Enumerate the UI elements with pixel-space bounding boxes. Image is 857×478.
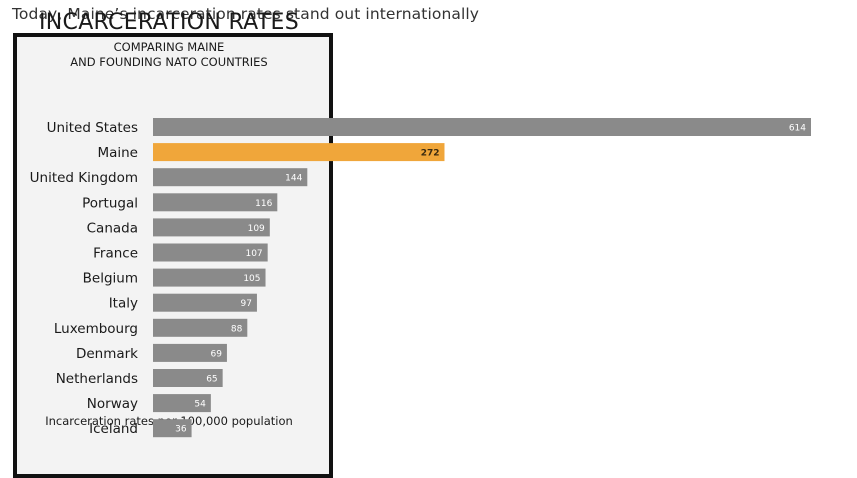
bar-denmark xyxy=(153,343,227,362)
category-label-luxembourg: Luxembourg xyxy=(54,321,138,337)
category-label-iceland: Iceland xyxy=(89,421,138,437)
value-label-france: 107 xyxy=(245,249,262,259)
value-label-united-kingdom: 144 xyxy=(285,174,302,184)
value-label-denmark: 69 xyxy=(210,349,222,359)
bar-norway xyxy=(153,394,211,413)
category-label-france: France xyxy=(93,246,138,262)
category-label-belgium: Belgium xyxy=(83,271,138,287)
value-label-canada: 109 xyxy=(248,224,265,234)
bar-portugal xyxy=(153,193,278,212)
category-label-portugal: Portugal xyxy=(82,195,138,211)
bar-belgium xyxy=(153,268,266,287)
page-headline: Today, Maine’s incarceration rates stand… xyxy=(12,5,480,23)
category-label-denmark: Denmark xyxy=(76,346,138,362)
category-label-italy: Italy xyxy=(109,296,138,312)
bar-united-states xyxy=(153,118,811,136)
value-label-norway: 54 xyxy=(194,400,206,410)
category-label-maine: Maine xyxy=(97,145,138,161)
category-label-united-states: United States xyxy=(47,120,138,136)
bar-luxembourg xyxy=(153,318,248,337)
category-label-united-kingdom: United Kingdom xyxy=(30,170,138,186)
value-label-united-states: 614 xyxy=(789,124,806,134)
bar-france xyxy=(153,243,268,262)
bar-iceland xyxy=(153,419,192,438)
category-label-norway: Norway xyxy=(87,396,138,412)
value-label-iceland: 36 xyxy=(175,425,187,435)
value-label-netherlands: 65 xyxy=(206,375,217,385)
bar-united-kingdom xyxy=(153,168,308,187)
value-label-belgium: 105 xyxy=(243,274,260,284)
bar-italy xyxy=(153,293,257,312)
value-label-portugal: 116 xyxy=(255,199,272,209)
bar-maine xyxy=(153,143,445,162)
bar-canada xyxy=(153,218,270,237)
value-label-italy: 97 xyxy=(240,299,251,309)
value-label-luxembourg: 88 xyxy=(231,324,243,334)
chart-subtitle: COMPARING MAINE AND FOUNDING NATO COUNTR… xyxy=(70,40,268,69)
category-label-netherlands: Netherlands xyxy=(56,371,138,387)
value-label-maine: 272 xyxy=(421,149,440,159)
chart-title: INCARCERATION RATES xyxy=(39,10,299,35)
category-label-canada: Canada xyxy=(87,220,138,236)
bar-netherlands xyxy=(153,369,223,387)
